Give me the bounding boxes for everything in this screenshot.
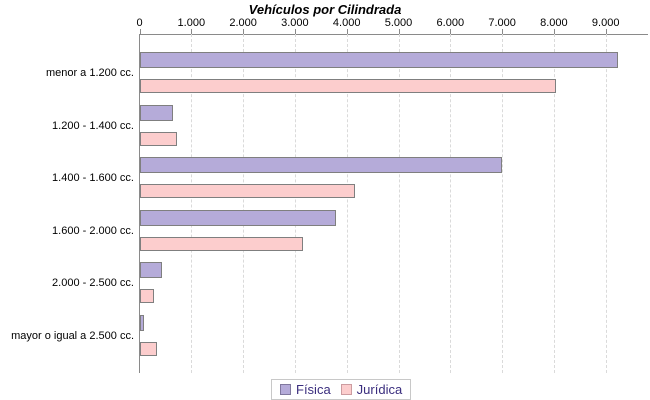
- x-gridline: [605, 34, 607, 373]
- x-tick-mark: [553, 29, 555, 34]
- x-tick-mark: [139, 29, 141, 34]
- x-tick-label: 7.000: [488, 17, 516, 29]
- category-label: 2.000 - 2.500 cc.: [52, 277, 134, 289]
- bar-juridica-3: [139, 236, 304, 251]
- category-label: menor a 1.200 cc.: [45, 67, 134, 79]
- x-gridline: [243, 34, 245, 373]
- x-gridline: [450, 34, 452, 373]
- x-tick-mark: [294, 29, 296, 34]
- category-label: 1.400 - 1.600 cc.: [52, 172, 134, 184]
- x-tick-mark: [605, 29, 607, 34]
- bar-fisica-3: [139, 209, 336, 226]
- juridica-swatch-icon: [340, 384, 352, 395]
- x-tick-label: 1.000: [177, 17, 206, 29]
- x-gridline: [294, 34, 296, 373]
- legend-item-fisica: Física: [280, 382, 331, 397]
- bar-juridica-2: [139, 184, 355, 198]
- x-gridline: [553, 34, 555, 373]
- bar-juridica-1: [139, 131, 177, 146]
- x-gridline: [398, 34, 400, 373]
- x-tick-label: 9.000: [591, 17, 620, 29]
- x-tick-label: 5.000: [384, 17, 413, 29]
- legend-item-juridica: Jurídica: [340, 382, 403, 397]
- legend-label-juridica: Jurídica: [356, 382, 403, 397]
- x-axis-line: [139, 34, 648, 35]
- x-tick-mark: [346, 29, 348, 34]
- x-gridline: [191, 34, 193, 373]
- legend: Física Jurídica: [271, 379, 412, 400]
- y-axis-line: [139, 34, 140, 373]
- x-gridline: [502, 34, 504, 373]
- bar-fisica-1: [139, 104, 173, 121]
- legend-label-fisica: Física: [296, 382, 331, 397]
- bar-fisica-0: [139, 52, 619, 68]
- x-gridline: [346, 34, 348, 373]
- x-tick-label: 2.000: [229, 17, 257, 29]
- x-tick-label: 3.000: [281, 17, 309, 29]
- bar-juridica-4: [139, 289, 154, 303]
- x-tick-mark: [502, 29, 504, 34]
- fisica-swatch-icon: [280, 384, 291, 395]
- bar-juridica-0: [139, 79, 557, 93]
- bar-fisica-2: [139, 157, 503, 173]
- category-label: 1.600 - 2.000 cc.: [52, 224, 134, 237]
- bar-juridica-5: [139, 341, 158, 356]
- x-tick-mark: [398, 29, 400, 34]
- x-tick-label: 8.000: [540, 17, 568, 29]
- x-tick-mark: [191, 29, 193, 34]
- chart-title: Vehículos por Cilindrada: [248, 2, 402, 17]
- x-tick-mark: [243, 29, 245, 34]
- x-tick-mark: [450, 29, 452, 34]
- bar-fisica-4: [139, 262, 162, 278]
- x-tick-label: 6.000: [436, 17, 465, 29]
- x-tick-label: 0: [136, 17, 143, 29]
- category-label: 1.200 - 1.400 cc.: [52, 119, 134, 132]
- x-tick-label: 4.000: [332, 17, 361, 29]
- bar-fisica-5: [139, 314, 145, 331]
- category-label: mayor o igual a 2.500 cc.: [11, 329, 134, 342]
